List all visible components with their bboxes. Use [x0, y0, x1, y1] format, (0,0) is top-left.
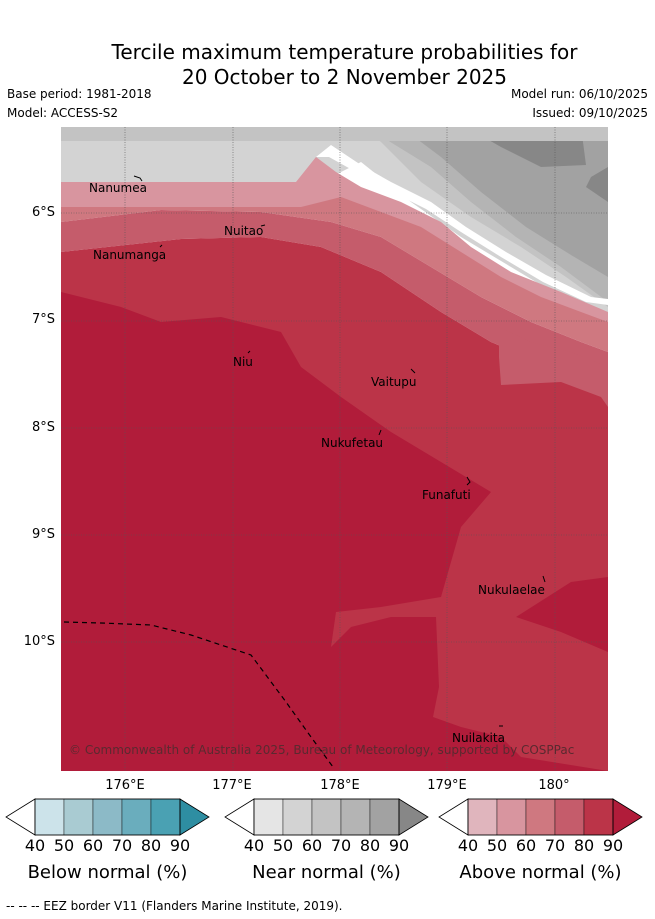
lon-label-176e: 176°E	[105, 778, 145, 793]
colorbar-segment	[253, 798, 284, 836]
colorbar-below-normal	[5, 798, 210, 836]
colorbar-label-near: Near normal (%)	[252, 862, 401, 883]
colorbar-segment	[467, 798, 498, 836]
colorbar-tick-label: 60	[515, 836, 537, 855]
colorbar-tick-label: 40	[457, 836, 479, 855]
lon-label-177e: 177°E	[212, 778, 252, 793]
eez-footnote: -- -- -- EEZ border V11 (Flanders Marine…	[6, 899, 343, 913]
colorbar-tick-label: 60	[301, 836, 323, 855]
colorbar-outline	[34, 798, 181, 836]
place-nanumea: Nanumea	[89, 181, 147, 195]
island-nanumanga	[159, 244, 163, 248]
colorbar-segment	[340, 798, 371, 836]
place-nukulaelae: Nukulaelae	[478, 583, 545, 597]
near-normal-90b	[586, 167, 608, 202]
colorbar-tick-label: 80	[140, 836, 162, 855]
lon-label-179e: 179°E	[427, 778, 467, 793]
title-line-1: Tercile maximum temperature probabilitie…	[111, 40, 578, 64]
island-vaitupu	[410, 368, 416, 374]
lat-label-6s: 6°S	[31, 205, 55, 220]
eez-border	[63, 621, 334, 768]
colorbar-extend-high	[612, 798, 643, 836]
colorbar-tick-label: 50	[272, 836, 294, 855]
colorbar-extend-low	[5, 798, 36, 836]
map-title: Tercile maximum temperature probabilitie…	[0, 40, 655, 90]
above-normal-50	[61, 157, 608, 332]
place-nuilakita: Nuilakita	[452, 731, 505, 745]
island-funafuti	[466, 476, 471, 486]
place-nuitao: Nuitao	[224, 224, 263, 238]
colorbar-tick-label: 40	[24, 836, 46, 855]
lat-label-10s: 10°S	[23, 634, 55, 649]
colorbar-label-above: Above normal (%)	[459, 862, 622, 883]
colorbar-tick-label: 80	[573, 836, 595, 855]
place-nanumanga: Nanumanga	[93, 248, 166, 262]
lon-label-180: 180°	[538, 778, 570, 793]
colorbar-segment	[34, 798, 65, 836]
colorbar-extend-low	[224, 798, 255, 836]
model-name: Model: ACCESS-S2	[7, 106, 119, 120]
colorbar-tick-label: 90	[602, 836, 624, 855]
island-nuitao	[260, 224, 266, 227]
colorbar-tick-label: 70	[544, 836, 566, 855]
colorbar-tick-label: 70	[330, 836, 352, 855]
probability-map[interactable]: Nanumea Nuitao Nanumanga Niu Vaitupu Nuk…	[61, 127, 608, 771]
place-funafuti: Funafuti	[422, 488, 471, 502]
model-run: Model run: 06/10/2025	[510, 87, 648, 101]
lon-label-178e: 178°E	[320, 778, 360, 793]
colorbar-segment	[92, 798, 123, 836]
island-niu	[247, 350, 251, 354]
colorbar-segment	[311, 798, 342, 836]
lat-label-9s: 9°S	[31, 527, 55, 542]
title-line-2: 20 October to 2 November 2025	[181, 65, 508, 89]
place-niu: Niu	[233, 355, 253, 369]
colorbar-segment	[150, 798, 181, 836]
place-nukufetau: Nukufetau	[321, 436, 383, 450]
colorbar-tick-label: 90	[388, 836, 410, 855]
colorbar-segment	[496, 798, 527, 836]
colorbar-outline	[467, 798, 614, 836]
above-normal-90	[61, 292, 608, 771]
colorbar-outline	[253, 798, 400, 836]
colorbar-tick-label: 80	[359, 836, 381, 855]
lat-label-8s: 8°S	[31, 420, 55, 435]
place-vaitupu: Vaitupu	[371, 375, 417, 389]
colorbar-segment	[63, 798, 94, 836]
colorbar-segment	[554, 798, 585, 836]
colorbar-near-normal	[224, 798, 429, 836]
colorbar-segment	[369, 798, 400, 836]
lat-label-7s: 7°S	[31, 312, 55, 327]
colorbar-segment	[282, 798, 313, 836]
colorbar-segment	[583, 798, 614, 836]
issued-date: Issued: 09/10/2025	[532, 106, 648, 120]
colorbar-tick-label: 40	[243, 836, 265, 855]
island-nukufetau	[378, 429, 382, 436]
colorbar-above-normal	[438, 798, 643, 836]
colorbar-segment	[121, 798, 152, 836]
colorbar-extend-high	[179, 798, 210, 836]
above-normal-90-east	[516, 577, 608, 652]
colorbar-tick-label: 70	[111, 836, 133, 855]
above-normal-60	[61, 197, 608, 352]
colorbar-segment	[525, 798, 556, 836]
colorbar-tick-label: 60	[82, 836, 104, 855]
colorbar-tick-label: 90	[169, 836, 191, 855]
colorbar-label-below: Below normal (%)	[27, 862, 188, 883]
base-period: Base period: 1981-2018	[7, 87, 152, 101]
colorbar-extend-low	[438, 798, 469, 836]
island-nanumea	[133, 175, 143, 182]
colorbar-extend-high	[398, 798, 429, 836]
colorbar-tick-label: 50	[53, 836, 75, 855]
colorbar-tick-label: 50	[486, 836, 508, 855]
island-nukulaelae	[542, 575, 546, 583]
credit-text: © Commonwealth of Australia 2025, Bureau…	[69, 743, 574, 757]
